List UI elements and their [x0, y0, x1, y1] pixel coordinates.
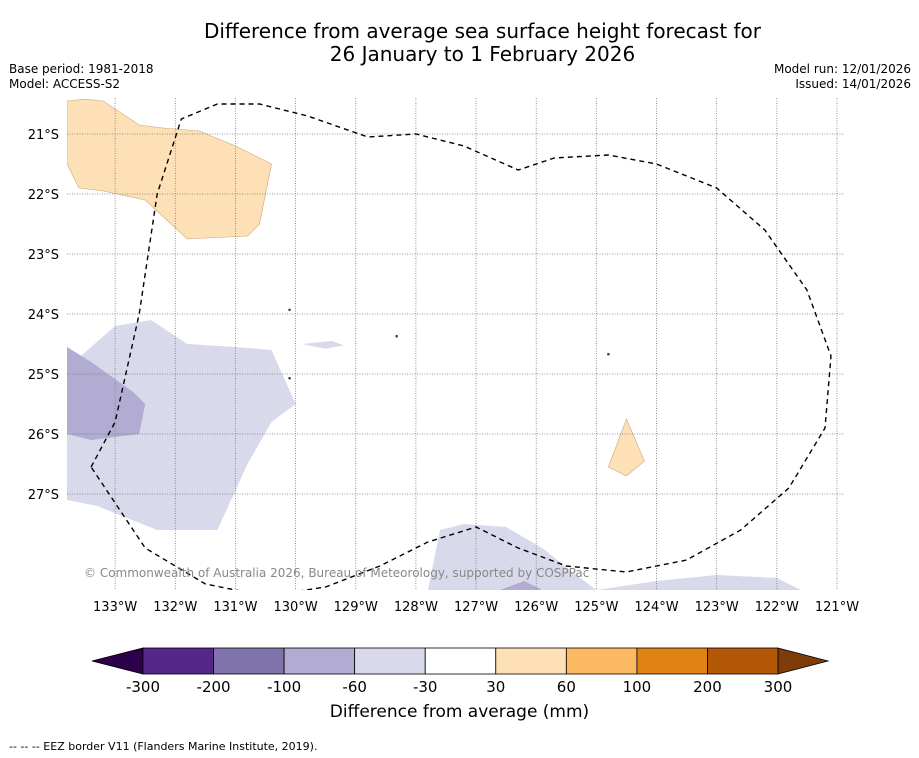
colorbar-tick-label: 300: [764, 678, 793, 696]
negative-anomaly-south-medium: [500, 581, 543, 590]
map-plot: © Commonwealth of Australia 2026, Bureau…: [28, 98, 859, 615]
colorbar-tick-label: -300: [126, 678, 160, 696]
positive-anomaly-southeast: [608, 418, 645, 477]
eez-border-line: [90, 103, 832, 590]
colorbar-tick-label: -100: [267, 678, 301, 696]
lon-tick-label: 124°W: [634, 600, 678, 615]
colorbar-segment: [142, 647, 214, 675]
lat-tick-label: 24°S: [28, 308, 59, 323]
colorbar-tick-label: -30: [413, 678, 438, 696]
lon-tick-label: 125°W: [574, 600, 618, 615]
lat-tick-label: 25°S: [28, 368, 59, 383]
negative-anomaly-islet: [301, 341, 344, 349]
lat-tick-label: 22°S: [28, 188, 59, 203]
lat-tick-label: 21°S: [28, 128, 59, 143]
base-period-label: Base period: 1981-2018: [9, 62, 154, 76]
chart-title-line2: 26 January to 1 February 2026: [329, 42, 636, 66]
chart-title-line1: Difference from average sea surface heig…: [203, 19, 762, 43]
issued-label: Issued: 14/01/2026: [795, 77, 911, 91]
lon-tick-label: 131°W: [213, 600, 257, 615]
lon-tick-label: 133°W: [93, 600, 137, 615]
lon-tick-label: 128°W: [394, 600, 438, 615]
lon-tick-label: 129°W: [334, 600, 378, 615]
colorbar-segment: [707, 647, 779, 675]
model-run-label: Model run: 12/01/2026: [773, 62, 911, 76]
colorbar-segment: [283, 647, 356, 675]
island-marker: [607, 352, 610, 356]
colorbar-tick-label: 30: [486, 678, 505, 696]
negative-anomaly-south-light: [427, 524, 801, 590]
colorbar-segment: [495, 647, 567, 675]
colorbar-segment: [565, 647, 638, 675]
gridlines: [67, 98, 843, 590]
lat-tick-label: 23°S: [28, 248, 59, 263]
colorbar-tick-label: -200: [197, 678, 231, 696]
colorbar-segment: [636, 647, 708, 675]
copyright-text: © Commonwealth of Australia 2026, Bureau…: [84, 566, 589, 580]
colorbar-title: Difference from average (mm): [329, 702, 590, 722]
colorbar-segment: [354, 647, 426, 675]
colorbar-under-arrow: [91, 647, 144, 675]
colorbar-over-arrow: [777, 647, 830, 675]
negative-anomaly-west-medium: [67, 347, 146, 440]
negative-anomaly-west-light: [67, 320, 296, 530]
colorbar-tick-label: -60: [342, 678, 367, 696]
colorbar-segment: [213, 647, 285, 675]
lon-tick-label: 123°W: [695, 600, 739, 615]
lon-tick-label: 122°W: [755, 600, 799, 615]
island-marker: [288, 376, 291, 380]
lon-tick-label: 121°W: [815, 600, 859, 615]
lon-tick-label: 127°W: [454, 600, 498, 615]
lat-tick-label: 26°S: [28, 428, 59, 443]
lon-tick-label: 132°W: [153, 600, 197, 615]
eez-border-note: -- -- -- EEZ border V11 (Flanders Marine…: [9, 740, 318, 753]
colorbar-segment: [424, 647, 497, 675]
colorbar-tick-label: 200: [693, 678, 722, 696]
lon-tick-label: 130°W: [274, 600, 318, 615]
colorbar-tick-label: 60: [557, 678, 576, 696]
island-marker: [395, 334, 398, 338]
positive-anomaly-northwest: [67, 98, 272, 240]
island-marker: [288, 308, 291, 312]
model-label: Model: ACCESS-S2: [9, 77, 121, 91]
colorbar-tick-label: 100: [623, 678, 652, 696]
lon-tick-label: 126°W: [514, 600, 558, 615]
lat-tick-label: 27°S: [28, 488, 59, 503]
